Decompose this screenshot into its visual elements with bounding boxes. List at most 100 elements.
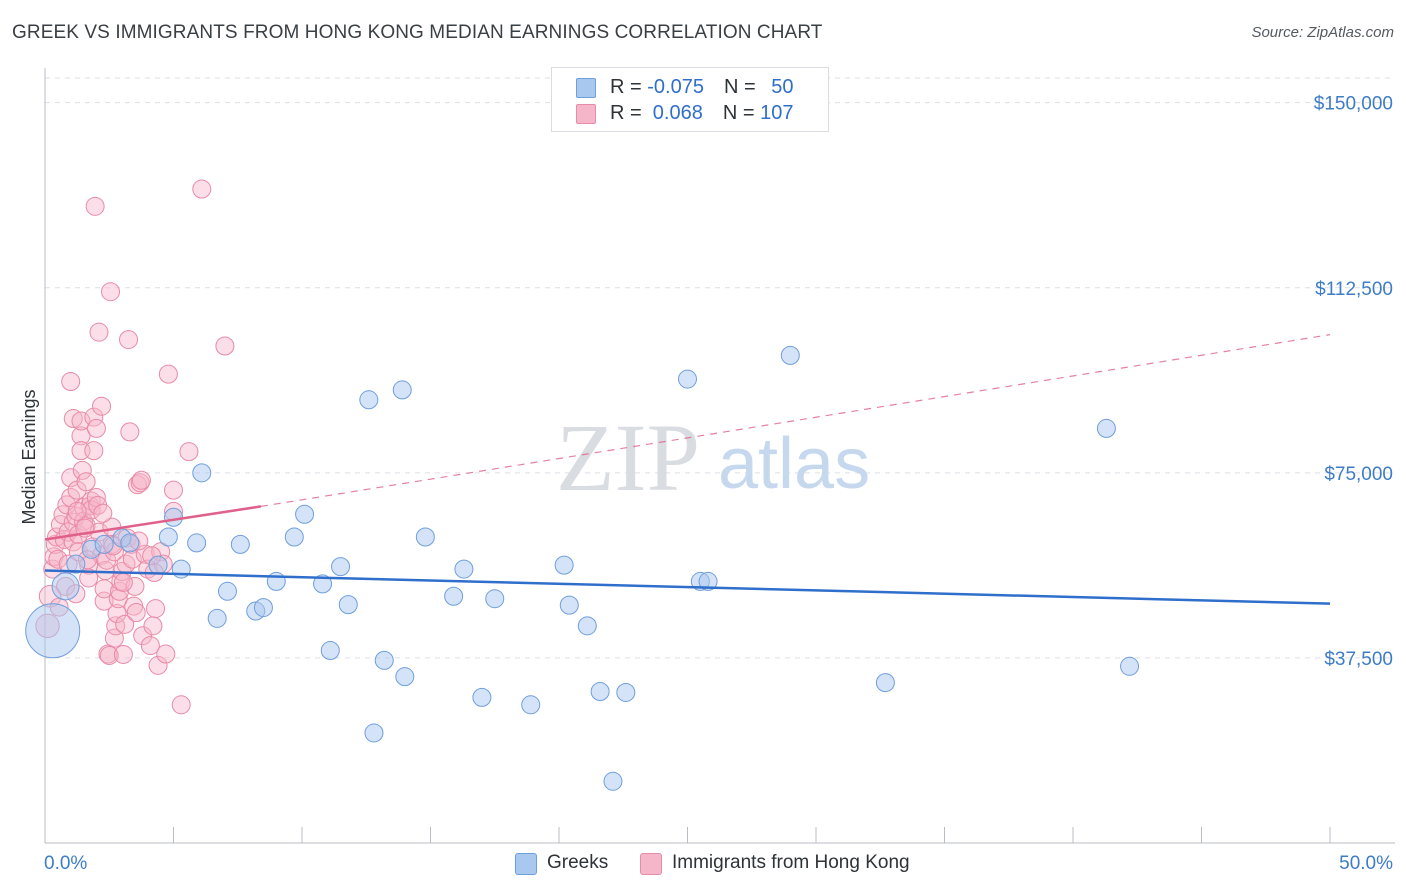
greek-point bbox=[603, 771, 623, 791]
trend-lines bbox=[44, 334, 1331, 605]
greek-point bbox=[320, 641, 340, 661]
hong-kong-point bbox=[104, 628, 124, 648]
greek-point bbox=[392, 380, 412, 400]
hong-kong-trend-line bbox=[44, 505, 262, 541]
hong-kong-point bbox=[92, 396, 112, 416]
greek-point bbox=[331, 557, 351, 577]
greek-point bbox=[1120, 656, 1140, 676]
hong-kong-point bbox=[143, 616, 163, 636]
correlation-legend: R = -0.075 N = 50 R = 0.068 N = 107 bbox=[551, 67, 829, 132]
greek-point bbox=[577, 616, 597, 636]
hong-kong-point bbox=[72, 460, 92, 480]
hong-kong-point bbox=[171, 695, 191, 715]
hong-kong-point bbox=[48, 549, 68, 569]
tick-labels: $37,500 $75,000 $112,500 $150,000 0.0% 50.0% bbox=[44, 94, 1393, 874]
legend-r-label: R = bbox=[610, 102, 648, 124]
hong-kong-point bbox=[146, 599, 166, 619]
greek-point bbox=[51, 572, 80, 601]
hong-kong-point bbox=[43, 559, 63, 579]
hong-kong-point bbox=[71, 426, 91, 446]
hong-kong-point bbox=[148, 655, 168, 675]
grid-lines bbox=[45, 77, 1395, 659]
greek-point bbox=[559, 595, 579, 615]
hong-kong-point bbox=[86, 418, 106, 438]
greek-point bbox=[253, 598, 273, 618]
hong-kong-point bbox=[95, 561, 115, 581]
bottom-legend-swatch-hong-kong bbox=[640, 853, 662, 875]
greek-point bbox=[454, 559, 474, 579]
greek-point bbox=[554, 555, 574, 575]
greek-point bbox=[780, 345, 800, 365]
hong-kong-point bbox=[71, 411, 91, 431]
greek-point bbox=[217, 581, 237, 601]
legend-swatch-hong-kong bbox=[576, 104, 596, 124]
y-tick-label: $37,500 bbox=[1324, 649, 1393, 670]
hong-kong-point bbox=[84, 407, 104, 427]
bottom-legend-swatch-greeks bbox=[515, 853, 537, 875]
hong-kong-point bbox=[126, 603, 146, 623]
greek-point bbox=[395, 667, 415, 687]
greek-point bbox=[295, 504, 315, 524]
greek-point bbox=[590, 681, 610, 701]
greek-point bbox=[415, 527, 435, 547]
greek-points bbox=[25, 345, 1140, 791]
hong-kong-point bbox=[119, 330, 139, 350]
hong-kong-point bbox=[61, 372, 81, 392]
bottom-legend-label-greeks: Greeks bbox=[547, 852, 609, 873]
greek-point bbox=[207, 608, 227, 628]
greek-point bbox=[164, 507, 183, 527]
greek-point bbox=[374, 650, 394, 670]
greek-point bbox=[485, 589, 505, 609]
greek-point bbox=[1096, 418, 1116, 438]
legend-swatch-greeks bbox=[576, 78, 596, 98]
hong-kong-point bbox=[89, 322, 109, 342]
hong-kong-point bbox=[164, 480, 183, 500]
chart-title: GREEK VS IMMIGRANTS FROM HONG KONG MEDIA… bbox=[12, 22, 823, 43]
bottom-legend-label-hong-kong: Immigrants from Hong Kong bbox=[672, 852, 910, 873]
greek-point bbox=[158, 527, 178, 547]
watermark: ZIP atlas bbox=[556, 404, 870, 511]
greek-point bbox=[120, 533, 140, 553]
x-tick-label: 0.0% bbox=[44, 853, 87, 874]
greek-point bbox=[444, 586, 464, 606]
hong-kong-point bbox=[113, 644, 133, 664]
hong-kong-point bbox=[125, 576, 145, 596]
legend-r-value: 0.068 bbox=[647, 102, 703, 124]
axes bbox=[44, 68, 1395, 844]
legend-r-value: -0.075 bbox=[647, 76, 704, 98]
greek-point bbox=[94, 534, 114, 554]
y-tick-label: $75,000 bbox=[1324, 464, 1393, 485]
legend-n-value: 50 bbox=[771, 76, 794, 98]
greek-point bbox=[364, 723, 384, 743]
hong-kong-point bbox=[101, 282, 121, 302]
y-tick-label: $150,000 bbox=[1314, 94, 1393, 115]
hong-kong-point bbox=[133, 626, 153, 646]
y-tick-label: $112,500 bbox=[1315, 279, 1393, 300]
hong-kong-point bbox=[140, 636, 160, 656]
hong-kong-point bbox=[131, 470, 151, 490]
hong-kong-point bbox=[107, 604, 127, 623]
hong-kong-point bbox=[113, 572, 133, 592]
hong-kong-point bbox=[115, 614, 135, 634]
hong-kong-point bbox=[156, 644, 176, 664]
hong-kong-point bbox=[84, 441, 104, 461]
hong-kong-point bbox=[61, 468, 81, 488]
hong-kong-trend-extension bbox=[260, 334, 1331, 507]
greek-point bbox=[313, 574, 333, 594]
hong-kong-point bbox=[215, 336, 235, 356]
legend-n-label: N = bbox=[722, 102, 761, 124]
greek-point bbox=[338, 595, 358, 615]
hong-kong-point bbox=[120, 422, 140, 442]
greek-point bbox=[230, 534, 250, 554]
greek-point bbox=[472, 687, 492, 707]
source-credit: Source: ZipAtlas.com bbox=[1251, 24, 1394, 41]
x-tick-label: 50.0% bbox=[1339, 853, 1393, 874]
greek-point bbox=[187, 533, 207, 553]
legend-n-value: 107 bbox=[760, 102, 794, 124]
greek-point bbox=[521, 695, 541, 715]
hong-kong-point bbox=[61, 488, 81, 508]
greek-point bbox=[284, 527, 304, 547]
hong-kong-point bbox=[93, 503, 113, 523]
y-axis-label: Median Earnings bbox=[19, 389, 39, 524]
